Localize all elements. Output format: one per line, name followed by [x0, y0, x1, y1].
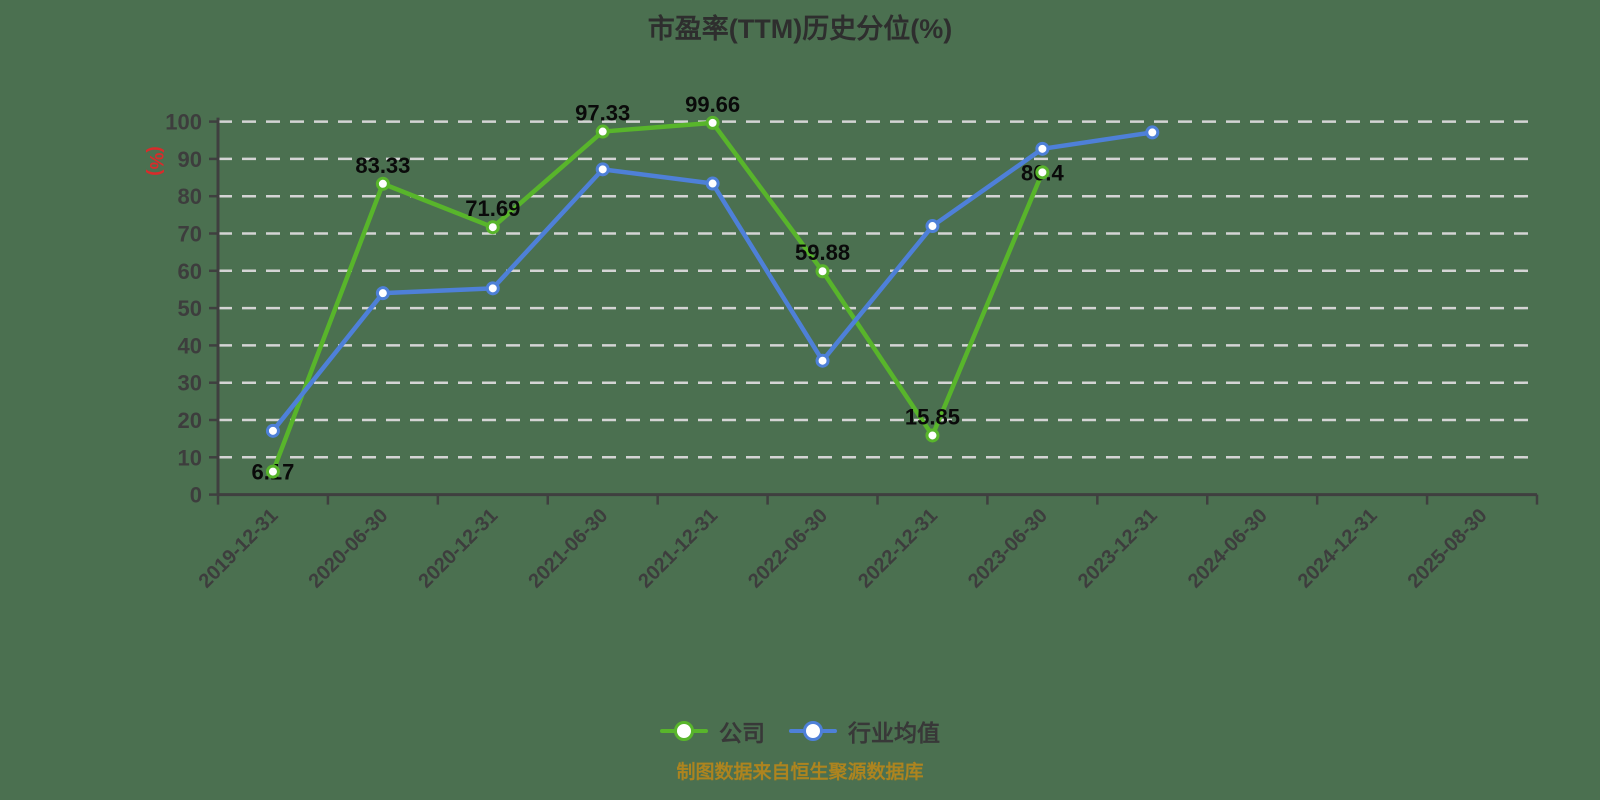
y-tick-label: 40: [178, 333, 202, 358]
data-point-marker-industry[interactable]: [485, 281, 500, 296]
x-tick-label: 2023-06-30: [964, 505, 1052, 593]
x-tick-label: 2019-12-31: [195, 505, 283, 593]
x-tick-label: 2020-06-30: [305, 505, 393, 593]
data-point-marker-industry[interactable]: [265, 423, 280, 438]
legend-item-company[interactable]: 公司: [660, 714, 765, 748]
data-point-marker-industry[interactable]: [1035, 141, 1050, 156]
data-point-marker-company[interactable]: [265, 464, 280, 479]
industry-legend-marker-icon: [789, 720, 837, 742]
data-point-marker-industry[interactable]: [925, 219, 940, 234]
y-tick-label: 50: [178, 296, 202, 321]
data-point-marker-company[interactable]: [485, 220, 500, 235]
y-tick-label: 30: [178, 371, 202, 396]
data-point-marker-industry[interactable]: [1145, 125, 1160, 140]
data-point-marker-company[interactable]: [815, 264, 830, 279]
data-point-label: 71.69: [465, 196, 520, 221]
data-point-marker-company[interactable]: [1035, 165, 1050, 180]
data-point-label: 83.33: [355, 153, 410, 178]
x-tick-label: 2025-08-30: [1404, 505, 1492, 593]
x-tick-label: 2021-12-31: [634, 505, 722, 593]
data-point-label: 59.88: [795, 240, 850, 265]
y-tick-label: 90: [178, 147, 202, 172]
data-point-marker-industry[interactable]: [815, 353, 830, 368]
data-point-marker-industry[interactable]: [595, 162, 610, 177]
data-point-label: 99.66: [685, 92, 740, 117]
y-tick-label: 60: [178, 259, 202, 284]
data-point-label: 15.85: [905, 404, 960, 429]
x-tick-label: 2020-12-31: [414, 505, 502, 593]
data-point-marker-company[interactable]: [595, 124, 610, 139]
y-tick-label: 70: [178, 222, 202, 247]
y-tick-label: 80: [178, 184, 202, 209]
x-tick-label: 2022-12-31: [854, 505, 942, 593]
x-tick-label: 2023-12-31: [1074, 505, 1162, 593]
x-tick-label: 2021-06-30: [524, 505, 612, 593]
y-tick-label: 0: [190, 483, 202, 508]
data-point-marker-company[interactable]: [925, 428, 940, 443]
data-point-marker-industry[interactable]: [705, 176, 720, 191]
chart-title: 市盈率(TTM)历史分位(%): [647, 14, 953, 44]
legend-label-industry: 行业均值: [848, 720, 940, 746]
x-tick-label: 2024-12-31: [1294, 505, 1382, 593]
data-point-marker-industry[interactable]: [375, 286, 390, 301]
series-line-company: [270, 120, 1045, 474]
x-tick-label: 2024-06-30: [1184, 505, 1272, 593]
company-legend-marker-icon: [660, 720, 708, 742]
y-tick-label: 100: [165, 110, 202, 135]
data-point-label: 97.33: [575, 101, 630, 126]
y-tick-label: 20: [178, 408, 202, 433]
legend: 公司 行业均值: [0, 714, 1600, 748]
y-tick-label: 10: [178, 445, 202, 470]
data-source-note: 制图数据来自恒生聚源数据库: [676, 762, 924, 783]
data-point-marker-company[interactable]: [705, 115, 720, 130]
legend-label-company: 公司: [719, 720, 765, 746]
legend-item-industry[interactable]: 行业均值: [789, 714, 940, 748]
data-point-marker-company[interactable]: [375, 176, 390, 191]
x-tick-label: 2022-06-30: [744, 505, 832, 593]
